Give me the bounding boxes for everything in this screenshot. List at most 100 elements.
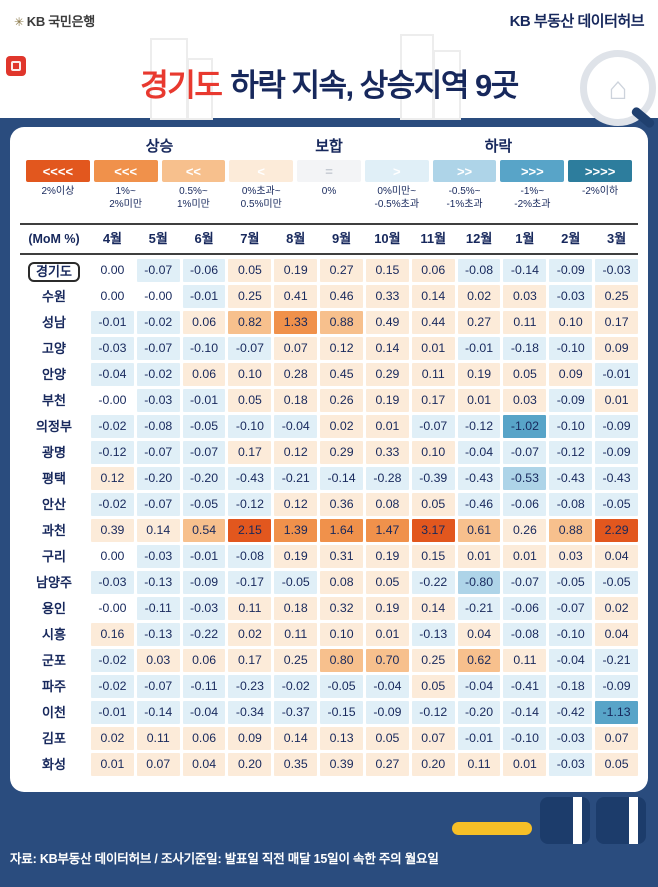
region-label: 수원 [42,289,66,304]
value-cell: -0.07 [136,493,180,516]
title-rest: 하락 지속, 상승지역 9곳 [230,68,519,103]
title-highlight: 경기도 [140,68,223,103]
value-cell: 0.27 [457,311,501,334]
value-cell: 0.18 [274,597,318,620]
value-cell: -0.05 [549,571,593,594]
value-cell: 0.20 [228,753,272,776]
month-header: 3월 [606,231,627,246]
value-cell: 0.15 [365,259,409,282]
value-cell: -0.43 [595,467,638,490]
legend-tier-swatch: < [229,160,294,182]
value-cell: 0.61 [457,519,501,542]
legend-tier-label: -2%이하 [582,186,619,197]
value-cell: -0.11 [182,675,226,698]
value-cell: -0.08 [228,545,272,568]
value-cell: 2.29 [595,519,638,542]
building-sketch [400,34,434,120]
value-cell: -0.05 [182,493,226,516]
value-cell: 0.01 [91,753,134,776]
month-header: 5월 [148,231,168,246]
value-cell: 0.03 [136,649,180,672]
value-cell: -0.01 [457,727,501,750]
value-cell: 0.62 [457,649,501,672]
region-label-box: 경기도 [28,261,80,282]
value-cell: -0.13 [136,571,180,594]
value-cell: 0.08 [365,493,409,516]
value-cell: -0.08 [457,259,501,282]
value-cell: -0.09 [182,571,226,594]
value-cell: 0.01 [503,545,547,568]
value-cell: -0.06 [182,259,226,282]
value-cell: 0.03 [549,545,593,568]
value-cell: -0.07 [411,415,455,438]
value-cell: -0.03 [549,285,593,308]
value-cell: -0.15 [320,701,363,724]
month-header: 4월 [102,231,123,246]
value-cell: -0.04 [457,675,501,698]
value-cell: 0.35 [274,753,318,776]
value-cell: -0.07 [136,259,180,282]
value-cell: -0.09 [595,415,638,438]
month-header: 11월 [420,231,447,246]
value-cell: 0.11 [503,311,547,334]
value-cell: 0.12 [91,467,134,490]
value-cell: 0.14 [411,285,455,308]
value-cell: 0.14 [365,337,409,360]
value-cell: 0.10 [549,311,593,334]
region-label: 시흥 [42,627,66,642]
value-cell: 0.88 [320,311,363,334]
value-cell: -0.12 [228,493,272,516]
value-cell: 0.05 [228,389,272,412]
value-cell: 0.04 [182,753,226,776]
value-cell: 0.05 [365,727,409,750]
value-cell: 0.11 [228,597,272,620]
value-cell: -0.21 [457,597,501,620]
value-cell: 0.06 [411,259,455,282]
value-cell: 0.05 [411,493,455,516]
house-icon: ⌂ [608,70,628,106]
value-cell: 2.15 [228,519,272,542]
value-cell: -0.08 [503,623,547,646]
value-cell: 0.25 [274,649,318,672]
value-cell: -0.03 [136,545,180,568]
value-cell: 0.31 [320,545,363,568]
value-cell: 0.46 [320,285,363,308]
legend-tier-label: 2%이상 [41,186,75,197]
value-cell: -0.07 [549,597,593,620]
value-cell: 0.25 [595,285,638,308]
value-cell: -0.07 [136,337,180,360]
value-cell: -0.10 [549,623,593,646]
value-cell: 0.20 [411,753,455,776]
value-cell: 0.11 [136,727,180,750]
value-cell: -0.20 [457,701,501,724]
value-cell: 0.39 [320,753,363,776]
value-cell: -0.01 [182,545,226,568]
value-cell: -0.02 [91,415,134,438]
value-cell: 0.14 [136,519,180,542]
value-cell: 0.00 [91,285,134,308]
region-label: 군포 [42,653,66,668]
month-header: 9월 [331,231,352,246]
legend-group-label: 상승 [145,138,174,155]
legend-tier-swatch: = [297,160,361,182]
value-cell: -0.53 [503,467,547,490]
value-cell: 0.19 [274,545,318,568]
value-cell: 0.27 [320,259,363,282]
legend-group-label: 보합 [315,138,343,155]
value-cell: 0.12 [274,441,318,464]
value-cell: -0.22 [411,571,455,594]
legend-group-label: 하락 [484,138,513,155]
value-cell: -0.04 [365,675,409,698]
kb-star-icon: ✳ [14,15,24,29]
value-cell: 0.11 [503,649,547,672]
value-cell: -0.13 [411,623,455,646]
value-cell: -0.10 [549,337,593,360]
value-cell: -0.21 [274,467,318,490]
value-cell: -0.01 [595,363,638,386]
region-label: 용인 [42,601,66,616]
value-cell: 0.25 [228,285,272,308]
legend-tier-swatch: >>> [500,160,565,182]
legend-grid: 상승 보합 하락 <<<< <<< << < = > >> >>> >>>> 2%이상 1%~ 2%미만 0… [26,137,632,211]
value-cell: -0.20 [182,467,226,490]
value-cell: 0.26 [503,519,547,542]
